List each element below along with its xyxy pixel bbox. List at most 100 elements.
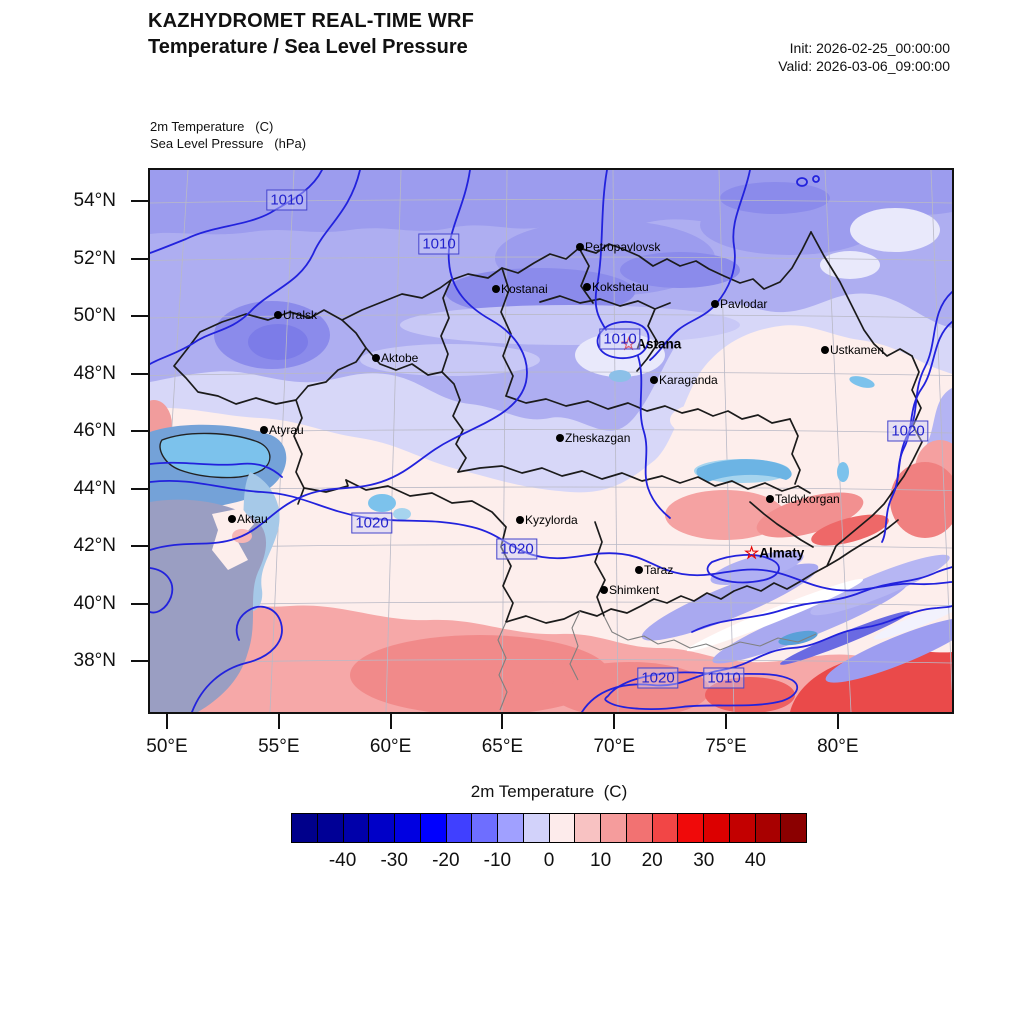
lon-tick-mark xyxy=(613,712,616,729)
colorbar-title: 2m Temperature (C) xyxy=(470,782,628,801)
caspian-cyan-shelf xyxy=(159,432,271,479)
colorbar-cell xyxy=(446,814,473,842)
lat-tick-label: 54°N xyxy=(73,190,116,211)
city-dot-icon xyxy=(766,494,774,503)
colorbar-tick-label: -20 xyxy=(432,850,460,871)
temperature-colorbar xyxy=(291,813,807,843)
lat-tick-mark xyxy=(131,487,148,490)
city-marker-astana: ☆Astana xyxy=(621,335,681,353)
field-label-pressure: Sea Level Pressure (hPa) xyxy=(150,136,307,151)
lake-tengiz xyxy=(609,370,631,382)
colorbar-cell xyxy=(575,814,601,842)
isobar-label-1010: 1010 xyxy=(418,233,460,255)
city-dot-icon xyxy=(492,284,500,293)
isobar-label-1020: 1020 xyxy=(887,420,929,442)
valid-time-label: Valid: 2026-03-06_09:00:00 xyxy=(778,58,950,74)
city-star-icon: ☆ xyxy=(621,334,637,354)
colorbar-tick-label: -30 xyxy=(380,850,408,871)
colorbar-cell xyxy=(704,814,730,842)
city-label: Pavlodar xyxy=(720,296,768,311)
colorbar-cell xyxy=(523,814,550,842)
lat-tick-mark xyxy=(131,545,148,547)
isobar-label-1020: 1020 xyxy=(496,538,538,560)
lake-alakol xyxy=(837,462,849,482)
city-label: Aktobe xyxy=(381,350,419,365)
city-marker-karaganda: Karaganda xyxy=(650,371,718,389)
lake-balkhash xyxy=(696,459,792,482)
city-label: Ustkamen xyxy=(830,342,885,357)
city-dot-icon xyxy=(372,353,380,362)
city-marker-shimkent: Shimkent xyxy=(600,581,659,599)
colorbar-tick-labels: -40 -30 -20 -10 0 10 20 30 40 xyxy=(291,850,807,878)
city-label: Astana xyxy=(636,336,682,352)
colorbar-cell xyxy=(369,814,395,842)
lon-tick-mark xyxy=(836,712,839,729)
city-marker-atyrau: Atyrau xyxy=(260,421,304,439)
city-marker-taldykorgan: Taldykorgan xyxy=(766,490,840,508)
colorbar-cell xyxy=(420,814,447,842)
lat-tick-label: 40°N xyxy=(73,592,116,614)
city-label: Karaganda xyxy=(659,372,718,387)
city-marker-kyzylorda: Kyzylorda xyxy=(516,511,578,529)
lon-tick-label: 50°E xyxy=(146,736,188,757)
page-subtitle: Temperature / Sea Level Pressure xyxy=(148,36,468,58)
colorbar-tick-label: 30 xyxy=(693,850,715,871)
colorbar-cell xyxy=(626,814,653,842)
city-dot-icon xyxy=(576,242,584,251)
colorbar-cell xyxy=(729,814,756,842)
region-borders xyxy=(173,231,923,624)
lon-tick-label: 80°E xyxy=(817,736,859,757)
lat-tick-mark xyxy=(131,315,148,317)
isobar-label-1010: 1010 xyxy=(266,189,308,211)
lon-tick-mark xyxy=(277,712,280,729)
city-dot-icon xyxy=(274,310,282,319)
city-dot-icon xyxy=(711,299,719,308)
city-label: Taldykorgan xyxy=(775,491,840,506)
lat-tick-label: 52°N xyxy=(73,247,116,269)
city-label: Kokshetau xyxy=(592,279,649,294)
colorbar-cell xyxy=(601,814,627,842)
city-dot-icon xyxy=(228,514,236,523)
lon-tick-label: 55°E xyxy=(258,736,300,757)
isobar-label-1020: 1020 xyxy=(637,667,679,689)
lat-tick-label: 46°N xyxy=(73,420,116,441)
colorbar-tick-label: -40 xyxy=(328,850,357,871)
colorbar-cell xyxy=(781,814,806,842)
city-label: Atyrau xyxy=(269,422,304,437)
isobar-label-1010: 1010 xyxy=(703,667,745,689)
lon-tick-mark xyxy=(501,712,504,729)
lake-zaysan xyxy=(849,376,875,388)
lon-tick-mark xyxy=(389,712,392,729)
city-marker-almaty: ☆Almaty xyxy=(744,544,804,562)
page-title: KAZHYDROMET REAL-TIME WRF xyxy=(148,10,475,32)
city-dot-icon xyxy=(821,345,829,354)
colorbar-tick-label: 40 xyxy=(744,850,766,871)
colorbar-cell xyxy=(549,814,576,842)
lat-tick-mark xyxy=(131,660,148,662)
city-label: Shimkent xyxy=(609,582,660,597)
city-star-icon: ☆ xyxy=(744,543,760,563)
city-marker-aktobe: Aktobe xyxy=(372,349,418,367)
colorbar-tick-label: -10 xyxy=(483,850,512,871)
colorbar-cell xyxy=(343,814,370,842)
colorbar-cell xyxy=(652,814,679,842)
longitude-axis: 50°E 55°E 60°E 65°E 70°E 75°E 80°E xyxy=(146,712,950,764)
city-dot-icon xyxy=(556,433,564,442)
lon-tick-label: 60°E xyxy=(369,736,412,757)
lat-tick-label: 44°N xyxy=(73,477,116,499)
colorbar-cell xyxy=(395,814,421,842)
lat-tick-label: 50°N xyxy=(73,305,116,326)
city-marker-uralsk: Uralsk xyxy=(274,306,317,324)
city-label: Almaty xyxy=(759,545,805,561)
city-label: Kostanai xyxy=(501,281,548,296)
city-label: Zheskazgan xyxy=(565,430,631,445)
city-marker-ustkamen: Ustkamen xyxy=(821,341,884,359)
lat-tick-mark xyxy=(131,430,148,432)
isobar-label-1020: 1020 xyxy=(351,512,393,534)
city-dot-icon xyxy=(583,282,591,291)
lat-tick-mark xyxy=(131,372,148,375)
temperature-pressure-map xyxy=(150,170,952,712)
city-dot-icon xyxy=(600,585,608,594)
city-label: Petropavlovsk xyxy=(585,239,661,254)
